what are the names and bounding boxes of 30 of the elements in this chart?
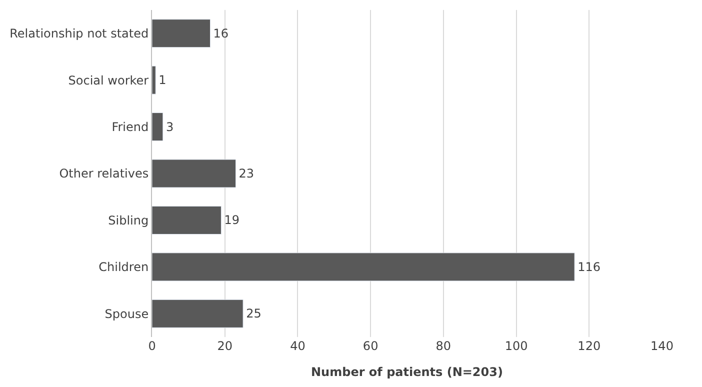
y-tick-label: Sibling (108, 213, 149, 228)
data-label: 16 (213, 26, 229, 40)
x-tick-label: 20 (217, 339, 232, 353)
y-tick-label: Friend (112, 120, 149, 134)
x-tick-label: 100 (504, 339, 528, 353)
bar (152, 66, 156, 94)
data-label: 1 (158, 73, 166, 88)
bar (152, 206, 222, 234)
x-tick-label: 0 (148, 339, 156, 353)
y-tick-label: Social worker (68, 73, 149, 88)
x-axis-title: Number of patients (N=203) (311, 364, 503, 379)
data-label: 23 (238, 166, 254, 180)
y-tick-label: Other relatives (59, 166, 149, 181)
bar (152, 19, 211, 48)
y-tick-label: Children (98, 260, 149, 274)
bar (152, 252, 575, 282)
data-label: 19 (224, 213, 240, 228)
data-label: 3 (166, 120, 174, 134)
y-tick-label: Spouse (104, 306, 149, 321)
bar (152, 112, 164, 142)
data-label: 116 (578, 260, 600, 274)
bar (152, 299, 244, 328)
x-tick-label: 40 (290, 339, 306, 353)
bar (152, 159, 236, 188)
x-tick-label: 120 (578, 339, 601, 353)
x-tick-label: 140 (650, 339, 674, 353)
x-tick-label: 60 (362, 339, 378, 353)
data-label: 25 (246, 306, 262, 321)
x-tick-label: 80 (436, 339, 452, 353)
y-tick-label: Relationship not stated (10, 26, 149, 41)
